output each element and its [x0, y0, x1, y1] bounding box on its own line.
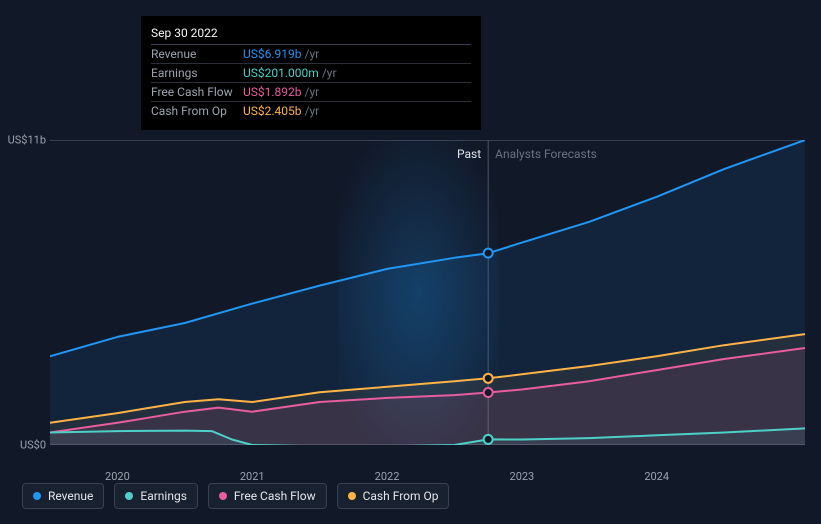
legend-label: Earnings [140, 489, 187, 503]
tooltip-row: Free Cash FlowUS$1.892b/yr [151, 83, 471, 102]
tooltip-row-value: US$2.405b [243, 104, 302, 118]
tooltip-row-label: Free Cash Flow [151, 85, 243, 99]
chart-svg [50, 140, 805, 445]
tooltip-row: EarningsUS$201.000m/yr [151, 64, 471, 83]
tooltip-row-unit: /yr [305, 104, 320, 118]
x-tick: 2022 [375, 470, 400, 483]
legend: Revenue Earnings Free Cash Flow Cash From O… [22, 483, 449, 509]
tooltip-row: Cash From OpUS$2.405b/yr [151, 102, 471, 120]
legend-item-cash_from_op[interactable]: Cash From Op [337, 483, 450, 509]
legend-item-earnings[interactable]: Earnings [114, 483, 198, 509]
tooltip-row-label: Earnings [151, 66, 243, 80]
tooltip-row-label: Cash From Op [151, 104, 243, 118]
chart-area[interactable]: Past Analysts Forecasts US$11b US$0 2020… [15, 120, 805, 450]
y-axis-min: US$0 [20, 439, 50, 452]
x-tick: 2023 [510, 470, 535, 483]
y-axis-max: US$11b [8, 134, 50, 147]
tooltip-row-value: US$1.892b [243, 85, 302, 99]
hover-tooltip: Sep 30 2022 RevenueUS$6.919b/yrEarningsU… [141, 16, 481, 130]
tooltip-row: RevenueUS$6.919b/yr [151, 45, 471, 64]
tooltip-row-value: US$6.919b [243, 47, 302, 61]
legend-label: Cash From Op [363, 489, 439, 503]
tooltip-row-label: Revenue [151, 47, 243, 61]
legend-label: Free Cash Flow [234, 489, 316, 503]
tooltip-row-value: US$201.000m [243, 66, 319, 80]
legend-dot [348, 492, 356, 500]
x-tick: 2020 [105, 470, 130, 483]
tooltip-row-unit: /yr [322, 66, 337, 80]
tooltip-row-unit: /yr [305, 85, 320, 99]
x-tick: 2024 [644, 470, 669, 483]
legend-dot [219, 492, 227, 500]
legend-dot [125, 492, 133, 500]
x-tick: 2021 [240, 470, 265, 483]
legend-item-revenue[interactable]: Revenue [22, 483, 104, 509]
tooltip-row-unit: /yr [305, 47, 320, 61]
legend-dot [33, 492, 41, 500]
legend-item-free_cash_flow[interactable]: Free Cash Flow [208, 483, 327, 509]
tooltip-date: Sep 30 2022 [151, 24, 471, 45]
legend-label: Revenue [48, 489, 93, 503]
